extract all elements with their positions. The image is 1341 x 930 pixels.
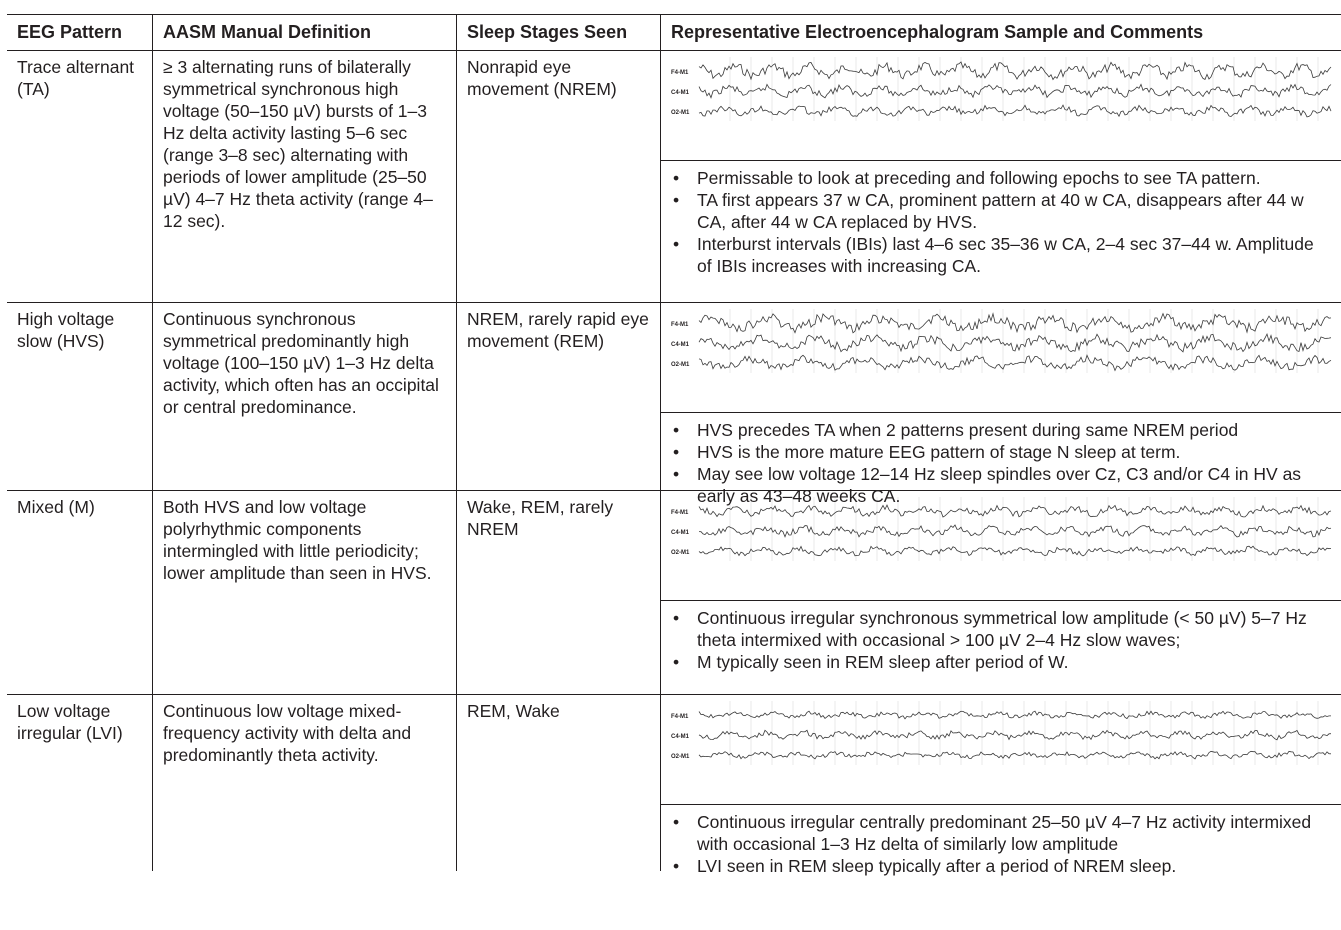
comment-item: HVS precedes TA when 2 patterns present … [671,419,1333,441]
channel-label: O2-M1 [671,362,690,368]
comment-item: May see low voltage 12–14 Hz sleep spind… [671,463,1333,507]
cell-sample-lvi: F4-M1 C4-M1 O2-M1 Continuous irregular cen… [661,695,1341,877]
eeg-trace-line [698,729,1332,741]
header-sleep-stages: Sleep Stages Seen [457,15,661,51]
cell-stages-ta: Nonrapid eye movement (NREM) [457,51,661,303]
eeg-trace-plot: F4-M1 C4-M1 O2-M1 [671,497,1332,561]
eeg-sample-hvs: F4-M1 C4-M1 O2-M1 [661,303,1341,413]
channel-label: F4-M1 [671,510,689,516]
header-aasm-definition: AASM Manual Definition [153,15,457,51]
eeg-trace-line [698,354,1332,372]
cell-definition-lvi: Continuous low voltage mixed-frequency a… [153,695,457,871]
cell-sample-m: F4-M1 C4-M1 O2-M1 Continuous irregular syn… [661,491,1341,695]
eeg-trace-line [698,524,1332,538]
cell-stages-hvs: NREM, rarely rapid eye movement (REM) [457,303,661,491]
comments-m: Continuous irregular synchronous symmetr… [661,601,1341,673]
comment-item: HVS is the more mature EEG pattern of st… [671,441,1333,463]
eeg-trace-plot: F4-M1 C4-M1 O2-M1 [671,57,1332,121]
cell-definition-hvs: Continuous synchronous symmetrical predo… [153,303,457,491]
eeg-trace-line [698,750,1332,760]
cell-stages-m: Wake, REM, rarely NREM [457,491,661,695]
eeg-sample-m: F4-M1 C4-M1 O2-M1 [661,491,1341,601]
table-grid: EEG Pattern AASM Manual Definition Sleep… [7,14,1341,877]
cell-sample-ta: F4-M1 C4-M1 O2-M1 Permissable to look at p… [661,51,1341,303]
channel-label: C4-M1 [671,342,690,348]
eeg-sample-ta: F4-M1 C4-M1 O2-M1 [661,51,1341,161]
comments-hvs: HVS precedes TA when 2 patterns present … [661,413,1341,507]
comment-item: Continuous irregular centrally predomina… [671,811,1333,855]
comment-item: TA first appears 37 w CA, prominent patt… [671,189,1333,233]
eeg-sample-lvi: F4-M1 C4-M1 O2-M1 [661,695,1341,805]
channel-label: F4-M1 [671,70,689,76]
channel-label: F4-M1 [671,714,689,720]
cell-pattern-lvi: Low voltage irregular (LVI) [7,695,153,871]
eeg-trace-plot: F4-M1 C4-M1 O2-M1 [671,701,1332,765]
comment-item: Continuous irregular synchronous symmetr… [671,607,1333,651]
channel-label: O2-M1 [671,754,690,760]
cell-stages-lvi: REM, Wake [457,695,661,871]
comments-ta: Permissable to look at preceding and fol… [661,161,1341,277]
eeg-trace-plot: F4-M1 C4-M1 O2-M1 [671,309,1332,373]
channel-label: O2-M1 [671,550,690,556]
eeg-trace-line [698,61,1332,81]
comments-lvi: Continuous irregular centrally predomina… [661,805,1341,877]
header-eeg-pattern: EEG Pattern [7,15,153,51]
header-eeg-sample: Representative Electroencephalogram Samp… [661,15,1341,51]
eeg-trace-line [698,312,1332,334]
eeg-trace-line [698,710,1331,720]
cell-pattern-hvs: High voltage slow (HVS) [7,303,153,491]
comment-item: Interburst intervals (IBIs) last 4–6 sec… [671,233,1333,277]
comment-item: LVI seen in REM sleep typically after a … [671,855,1333,877]
channel-label: C4-M1 [671,90,690,96]
channel-label: C4-M1 [671,530,690,536]
channel-label: F4-M1 [671,322,689,328]
cell-definition-m: Both HVS and low voltage polyrhythmic co… [153,491,457,695]
eeg-trace-line [698,504,1332,518]
cell-pattern-ta: Trace alternant (TA) [7,51,153,303]
comment-item: M typically seen in REM sleep after peri… [671,651,1333,673]
eeg-trace-line [698,333,1332,353]
eeg-trace-line [698,104,1332,118]
cell-pattern-m: Mixed (M) [7,491,153,695]
comment-item: Permissable to look at preceding and fol… [671,167,1333,189]
cell-definition-ta: ≥ 3 alternating runs of bilaterally symm… [153,51,457,303]
channel-label: C4-M1 [671,734,690,740]
eeg-pattern-table: EEG Pattern AASM Manual Definition Sleep… [7,14,1341,877]
cell-sample-hvs: F4-M1 C4-M1 O2-M1 HVS precedes TA when 2 p… [661,303,1341,506]
eeg-trace-line [698,545,1332,557]
channel-label: O2-M1 [671,110,690,116]
eeg-trace-line [698,83,1332,99]
